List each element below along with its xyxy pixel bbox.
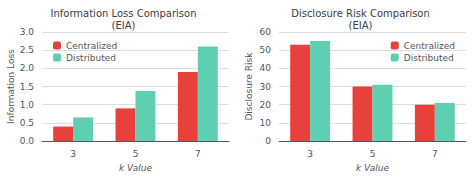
svg-text:10: 10	[260, 118, 272, 128]
svg-text:40: 40	[260, 63, 272, 73]
svg-text:3: 3	[70, 149, 76, 159]
svg-text:Distributed: Distributed	[66, 53, 116, 63]
svg-text:0: 0	[265, 136, 271, 146]
svg-text:k Value: k Value	[119, 163, 152, 173]
svg-text:(EIA): (EIA)	[349, 20, 373, 31]
svg-text:60: 60	[260, 27, 272, 37]
svg-text:1.0: 1.0	[20, 100, 35, 110]
svg-text:7: 7	[432, 149, 438, 159]
svg-text:Information Loss Comparison: Information Loss Comparison	[50, 8, 196, 19]
svg-text:Disclosure Risk Comparison: Disclosure Risk Comparison	[291, 8, 430, 19]
svg-text:0.0: 0.0	[20, 136, 35, 146]
svg-text:30: 30	[260, 82, 272, 92]
svg-text:(EIA): (EIA)	[112, 20, 136, 31]
svg-text:Disclosure Risk: Disclosure Risk	[244, 52, 254, 121]
svg-text:3.0: 3.0	[20, 27, 35, 37]
svg-text:5: 5	[370, 149, 376, 159]
svg-text:Centralized: Centralized	[66, 41, 117, 51]
svg-text:7: 7	[195, 149, 201, 159]
svg-text:2.0: 2.0	[20, 63, 35, 73]
svg-text:3: 3	[307, 149, 313, 159]
svg-text:2.5: 2.5	[20, 45, 34, 55]
svg-text:20: 20	[260, 100, 272, 110]
svg-text:Distributed: Distributed	[404, 53, 454, 63]
svg-text:50: 50	[260, 45, 272, 55]
svg-text:k Value: k Value	[356, 163, 389, 173]
svg-text:1.5: 1.5	[20, 82, 34, 92]
svg-text:0.5: 0.5	[20, 118, 34, 128]
svg-text:Centralized: Centralized	[404, 41, 455, 51]
svg-text:Information Loss: Information Loss	[6, 49, 16, 124]
svg-text:5: 5	[133, 149, 139, 159]
